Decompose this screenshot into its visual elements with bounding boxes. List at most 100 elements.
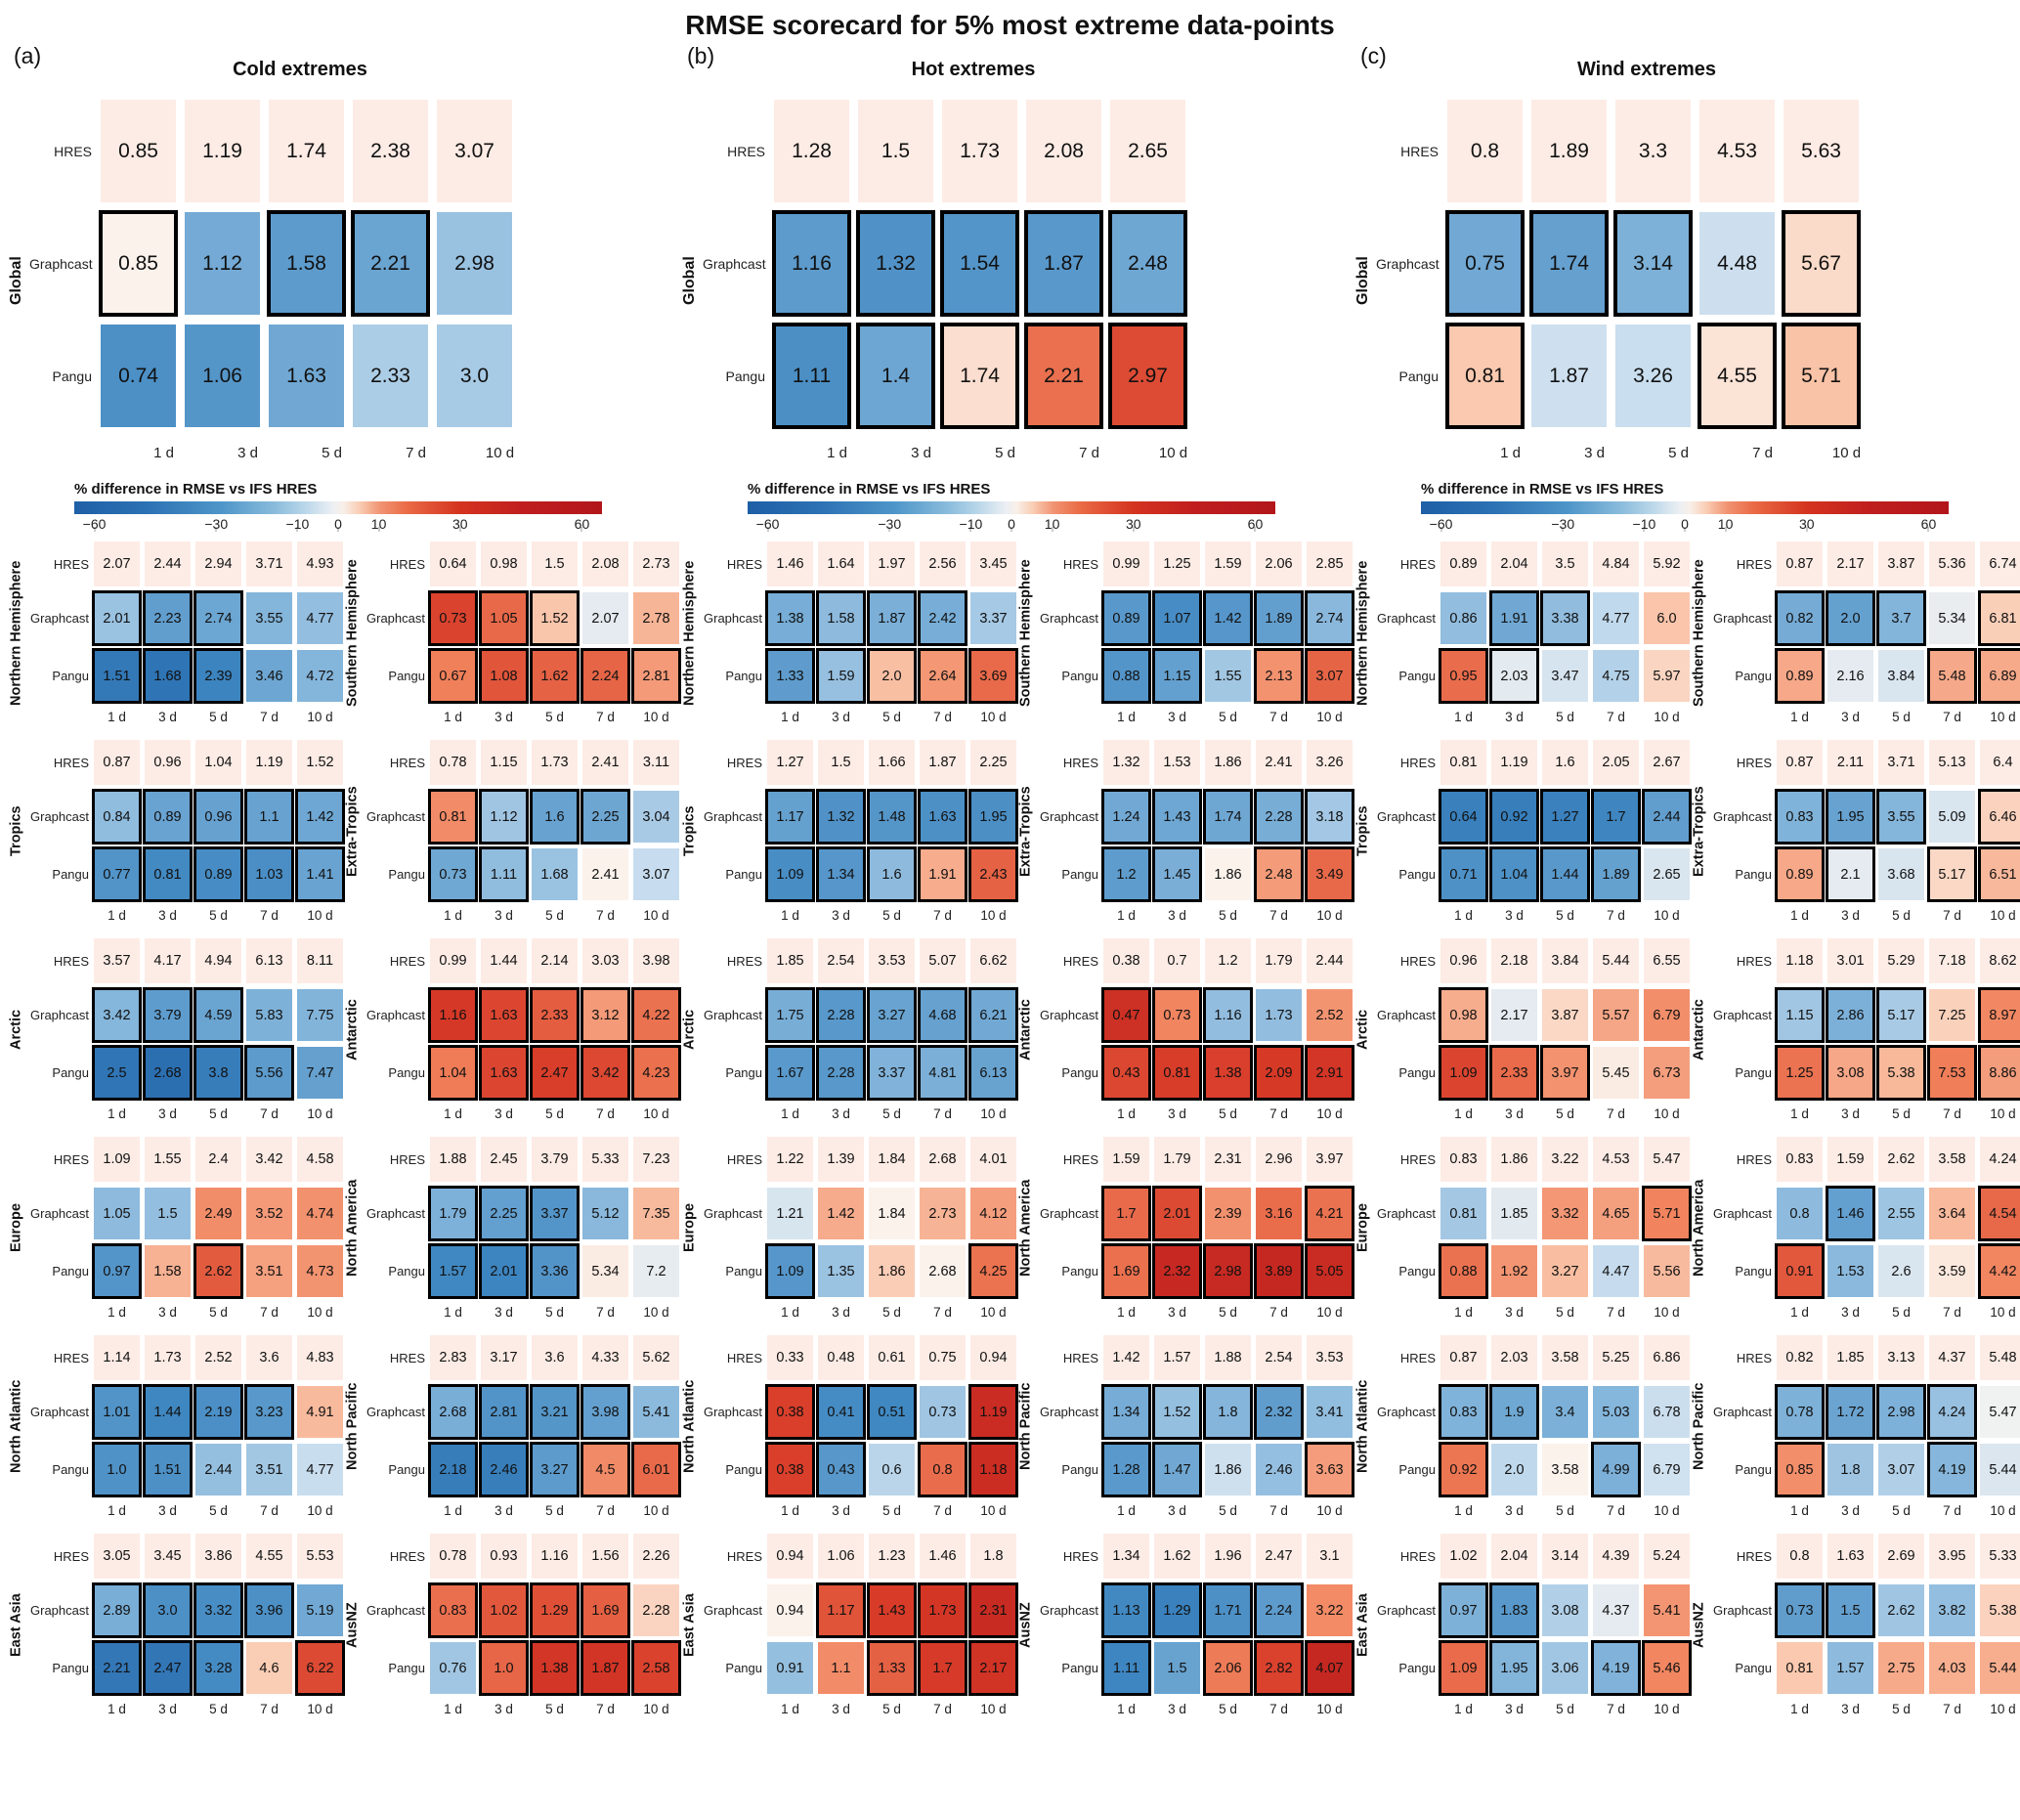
region-label: Arctic bbox=[681, 1009, 698, 1051]
lead-time-axis: 1 d 3 d 5 d 7 d 10 d bbox=[799, 445, 1211, 461]
lead-time-label: 3 d bbox=[1841, 1106, 1860, 1121]
lead-time-axis: 1 d 3 d 5 d 7 d 10 d bbox=[430, 1702, 679, 1716]
cell-hot-extremes-global-pangu-7-d: 2.21 bbox=[1024, 323, 1103, 429]
lead-time-label: 7 d bbox=[1943, 1106, 1961, 1121]
cell-wind-extremes-extra-tropics-graphcast-10-d: 6.46 bbox=[1978, 789, 2020, 845]
heatmap-row-graphcast: Graphcast 1.24 1.43 1.74 2.28 3.18 bbox=[1038, 789, 1354, 845]
row-label-graphcast: Graphcast bbox=[1377, 809, 1436, 824]
cell-cold-extremes-north-america-pangu-1-d: 1.57 bbox=[428, 1243, 478, 1299]
cell-wind-extremes-southern-hemisphere-graphcast-1-d: 0.82 bbox=[1775, 590, 1825, 646]
lead-time-label: 7 d bbox=[1079, 445, 1099, 461]
cell-wind-extremes-antarctic-graphcast-1-d: 1.15 bbox=[1775, 987, 1825, 1043]
row-label-hres: HRES bbox=[1062, 1548, 1098, 1564]
lead-time-label: 10 d bbox=[1990, 1702, 2016, 1716]
panel-rows: HRES 1.02 2.04 3.14 4.39 5.24 Graphcast 0.97 1.8… bbox=[1375, 1534, 1692, 1716]
cell-wind-extremes-north-america-graphcast-3-d: 1.46 bbox=[1826, 1186, 1875, 1241]
colorbar-gradient bbox=[74, 501, 602, 514]
cell-cold-extremes-northern-hemisphere-pangu-10-d: 4.72 bbox=[297, 650, 343, 702]
row-label-pangu: Pangu bbox=[52, 1462, 89, 1477]
heatmap-row-graphcast: Graphcast 1.13 1.29 1.71 2.24 3.22 bbox=[1038, 1582, 1353, 1638]
lead-time-label: 7 d bbox=[1752, 445, 1773, 461]
row-label-pangu: Pangu bbox=[1735, 1661, 1772, 1675]
colorbar: % difference in RMSE vs IFS HRES −60 −30 −1… bbox=[748, 481, 1275, 534]
cell-cold-extremes-north-pacific-pangu-1-d: 2.18 bbox=[428, 1442, 478, 1497]
cell-cold-extremes-extra-tropics-graphcast-1-d: 0.81 bbox=[428, 789, 478, 845]
cell-wind-extremes-northern-hemisphere-graphcast-10-d: 6.0 bbox=[1644, 592, 1690, 644]
cell-wind-extremes-arctic-hres-5-d: 3.84 bbox=[1542, 938, 1588, 983]
cell-hot-extremes-tropics-graphcast-1-d: 1.17 bbox=[765, 789, 815, 845]
panel-rows: HRES 3.05 3.45 3.86 4.55 5.53 Graphcast 2.89 3.0… bbox=[28, 1534, 345, 1716]
colorbar-tick-mark bbox=[296, 527, 298, 532]
cell-wind-extremes-tropics-graphcast-5-d: 1.27 bbox=[1540, 789, 1590, 845]
cell-cold-extremes-europe-graphcast-3-d: 1.5 bbox=[145, 1188, 191, 1239]
lead-time-label: 1 d bbox=[1454, 710, 1473, 724]
row-label-hres: HRES bbox=[1736, 1548, 1772, 1564]
panel-hot-extremes-east-asia: East Asia HRES 0.94 1.06 1.23 1.46 1.8 Graphcas… bbox=[677, 1534, 1018, 1716]
cell-wind-extremes-east-asia-graphcast-1-d: 0.97 bbox=[1439, 1582, 1488, 1638]
cell-hot-extremes-north-america-graphcast-10-d: 4.21 bbox=[1305, 1186, 1354, 1241]
panel-rows: HRES 0.78 0.93 1.16 1.56 2.26 Graphcast 0.83 1.0… bbox=[365, 1534, 681, 1716]
cell-cold-extremes-southern-hemisphere-hres-7-d: 2.08 bbox=[582, 542, 628, 586]
lead-time-label: 7 d bbox=[260, 1106, 279, 1121]
cell-hot-extremes-north-atlantic-graphcast-5-d: 0.51 bbox=[867, 1384, 917, 1440]
colorbar-tick-mark bbox=[1254, 527, 1256, 532]
cell-wind-extremes-antarctic-pangu-1-d: 1.25 bbox=[1775, 1045, 1825, 1101]
cell-wind-extremes-northern-hemisphere-hres-7-d: 4.84 bbox=[1593, 542, 1639, 586]
lead-time-label: 1 d bbox=[827, 445, 847, 461]
cell-wind-extremes-north-america-pangu-3-d: 1.53 bbox=[1827, 1245, 1873, 1297]
lead-time-label: 5 d bbox=[209, 1106, 228, 1121]
colorbar-label: % difference in RMSE vs IFS HRES bbox=[74, 481, 318, 498]
cell-hot-extremes-north-atlantic-pangu-10-d: 1.18 bbox=[968, 1442, 1018, 1497]
region-label: Antarctic bbox=[344, 999, 361, 1061]
cell-hot-extremes-antarctic-graphcast-7-d: 1.73 bbox=[1256, 989, 1302, 1041]
cell-wind-extremes-north-pacific-hres-1-d: 0.82 bbox=[1777, 1335, 1823, 1380]
colorbar-tick: 30 bbox=[1798, 516, 1815, 532]
cell-hot-extremes-antarctic-graphcast-3-d: 0.73 bbox=[1152, 987, 1202, 1043]
region-label: East Asia bbox=[1354, 1593, 1371, 1657]
cell-hot-extremes-antarctic-hres-3-d: 0.7 bbox=[1154, 938, 1200, 983]
colorbar-tick-mark bbox=[1133, 527, 1135, 532]
panel-rows: HRES 0.96 2.18 3.84 5.44 6.55 Graphcast 0.98 2.1… bbox=[1375, 938, 1690, 1121]
cell-cold-extremes-northern-hemisphere-hres-10-d: 4.93 bbox=[297, 542, 343, 586]
heatmap-row-graphcast: Graphcast 0.38 0.41 0.51 0.73 1.19 bbox=[702, 1384, 1018, 1440]
cell-cold-extremes-north-atlantic-pangu-7-d: 3.51 bbox=[246, 1444, 292, 1495]
heatmap-row-pangu: Pangu 0.76 1.0 1.38 1.87 2.58 bbox=[365, 1640, 681, 1696]
lead-time-label: 10 d bbox=[307, 710, 333, 724]
cell-hot-extremes-ausnz-graphcast-10-d: 3.22 bbox=[1307, 1584, 1353, 1636]
heatmap-row-pangu: Pangu 1.11 1.4 1.74 2.21 2.97 bbox=[703, 323, 1211, 429]
row-label-pangu: Pangu bbox=[52, 1065, 89, 1080]
lead-time-label: 7 d bbox=[1607, 1305, 1625, 1320]
cell-hot-extremes-europe-graphcast-7-d: 2.73 bbox=[920, 1188, 966, 1239]
cell-wind-extremes-arctic-pangu-3-d: 2.33 bbox=[1489, 1045, 1539, 1101]
cell-cold-extremes-north-atlantic-pangu-5-d: 2.44 bbox=[195, 1444, 241, 1495]
lead-time-label: 3 d bbox=[494, 1503, 513, 1518]
heatmap-row-pangu: Pangu 1.69 2.32 2.98 3.89 5.05 bbox=[1038, 1243, 1354, 1299]
lead-time-label: 3 d bbox=[158, 908, 177, 923]
lead-time-axis: 1 d 3 d 5 d 7 d 10 d bbox=[1777, 908, 2020, 923]
panel-rows: HRES 1.46 1.64 1.97 2.56 3.45 Graphcast 1.38 1.5… bbox=[702, 542, 1018, 724]
cell-wind-extremes-north-atlantic-pangu-5-d: 3.58 bbox=[1542, 1444, 1588, 1495]
cell-hot-extremes-ausnz-graphcast-3-d: 1.29 bbox=[1152, 1582, 1202, 1638]
cell-cold-extremes-southern-hemisphere-hres-5-d: 1.5 bbox=[532, 542, 578, 586]
row-label-graphcast: Graphcast bbox=[366, 1603, 425, 1618]
cell-hot-extremes-ausnz-hres-7-d: 2.47 bbox=[1256, 1534, 1302, 1579]
cell-wind-extremes-east-asia-pangu-3-d: 1.95 bbox=[1489, 1640, 1539, 1696]
colorbar-label: % difference in RMSE vs IFS HRES bbox=[1421, 481, 1664, 498]
cell-hot-extremes-northern-hemisphere-graphcast-10-d: 3.37 bbox=[970, 592, 1016, 644]
lead-time-label: 7 d bbox=[596, 710, 615, 724]
cell-wind-extremes-arctic-hres-10-d: 6.55 bbox=[1644, 938, 1690, 983]
heatmap-row-graphcast: Graphcast 1.38 1.58 1.87 2.42 3.37 bbox=[702, 590, 1016, 646]
heatmap-row-graphcast: Graphcast 2.01 2.23 2.74 3.55 4.77 bbox=[28, 590, 343, 646]
heatmap-row-pangu: Pangu 1.0 1.51 2.44 3.51 4.77 bbox=[28, 1442, 343, 1497]
row-label-pangu: Pangu bbox=[725, 1661, 762, 1675]
cell-hot-extremes-north-pacific-pangu-5-d: 1.86 bbox=[1205, 1444, 1251, 1495]
heatmap-row-graphcast: Graphcast 0.82 2.0 3.7 5.34 6.81 bbox=[1711, 590, 2020, 646]
lead-time-label: 5 d bbox=[1556, 1702, 1574, 1716]
cell-cold-extremes-europe-pangu-1-d: 0.97 bbox=[92, 1243, 142, 1299]
cell-hot-extremes-europe-pangu-5-d: 1.86 bbox=[869, 1245, 915, 1297]
region-label: Global bbox=[8, 256, 24, 305]
heatmap-row-hres: HRES 2.83 3.17 3.6 4.33 5.62 bbox=[365, 1335, 679, 1380]
row-label-hres: HRES bbox=[1736, 953, 1772, 969]
row-label-hres: HRES bbox=[726, 953, 762, 969]
panel-rows: HRES 0.99 1.44 2.14 3.03 3.98 Graphcast 1.16 1.6… bbox=[365, 938, 681, 1121]
